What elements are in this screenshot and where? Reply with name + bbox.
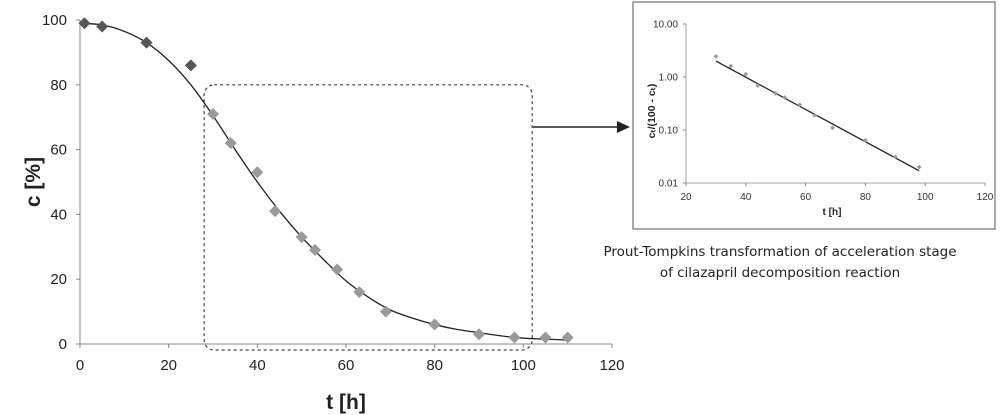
inset-x-axis-label: t [h] [823, 207, 842, 218]
inset-data-point [812, 112, 817, 118]
inset-y-tick-label: 10.00 [653, 20, 678, 31]
main-data-point [96, 20, 109, 33]
inset-y-tick-label: 1.00 [659, 73, 679, 84]
inset-y-axis-label: cₜ/(100 - cₜ) [646, 84, 658, 139]
inset-x-tick-label: 40 [740, 192, 752, 203]
main-data-point [331, 263, 344, 276]
main-y-tick-label: 0 [59, 336, 67, 353]
main-data-point [308, 244, 321, 257]
inset-y-tick-label: 0.10 [659, 126, 679, 137]
main-y-tick-label: 80 [50, 77, 67, 94]
main-y-ticks: 0 20 40 60 80 100 [42, 12, 80, 353]
main-data-point [508, 331, 521, 344]
inset-x-tick-label: 100 [917, 192, 934, 203]
main-data-point [140, 36, 153, 49]
main-y-tick-label: 20 [50, 271, 67, 288]
inset-x-tick-label: 60 [800, 192, 812, 203]
inset-y-tick-label: 0.01 [659, 179, 679, 190]
inset-data-point [713, 53, 719, 59]
main-y-tick-label: 60 [50, 142, 67, 159]
main-data-point [269, 205, 282, 218]
inset-data-point [773, 91, 779, 96]
main-data-point [353, 286, 366, 299]
main-x-tick-label: 80 [426, 357, 443, 374]
main-x-tick-label: 60 [338, 357, 355, 374]
inset-caption: Prout-Tompkins transformation of acceler… [580, 242, 980, 284]
inset-x-ticks: 20 40 60 80 100 120 [680, 183, 994, 203]
main-data-point [539, 331, 552, 344]
zoom-region-box [203, 84, 533, 351]
inset-data-point [916, 164, 922, 170]
inset-chart: 0.01 0.10 1.00 10.00 20 40 60 80 100 120 cₜ/(100… [632, 1, 996, 230]
inset-data-point [863, 137, 868, 143]
main-data-point [207, 107, 219, 120]
inset-x-tick-label: 20 [680, 192, 692, 203]
inset-y-ticks: 0.01 0.10 1.00 10.00 [653, 20, 686, 190]
main-x-tick-label: 40 [249, 357, 266, 374]
main-data-points [78, 17, 574, 344]
connector-arrow [533, 121, 630, 133]
main-chart: 0 20 40 60 80 100 0 20 40 60 80 100 120 c [%] t [h] [22, 12, 625, 414]
inset-data-point [755, 83, 761, 88]
main-data-point [295, 231, 308, 244]
main-data-point [184, 59, 197, 72]
main-x-tick-label: 0 [76, 357, 84, 374]
caption-line-1: Prout-Tompkins transformation of acceler… [603, 244, 957, 260]
main-x-tick-label: 100 [511, 357, 536, 374]
main-x-tick-label: 120 [599, 357, 624, 374]
inset-data-point [743, 71, 749, 77]
inset-data-point [782, 95, 788, 100]
inset-data-point [892, 154, 898, 160]
main-x-tick-label: 20 [160, 357, 177, 374]
main-fit-curve [79, 22, 568, 341]
main-data-point [561, 331, 574, 344]
main-data-point [428, 318, 441, 331]
inset-x-tick-label: 80 [860, 192, 872, 203]
main-x-axis-label: t [h] [326, 391, 366, 414]
main-data-point [379, 305, 392, 318]
main-data-point [78, 17, 91, 30]
inset-data-points [713, 53, 922, 170]
main-data-point [473, 328, 485, 341]
inset-data-point [797, 102, 803, 108]
main-y-tick-label: 40 [50, 206, 67, 223]
main-x-ticks: 0 20 40 60 80 100 120 [76, 344, 625, 374]
inset-data-point [830, 125, 835, 131]
inset-data-point [728, 63, 734, 69]
main-y-axis-label: c [%] [22, 157, 45, 207]
inset-x-tick-label: 120 [977, 192, 994, 203]
inset-trendline [715, 60, 920, 172]
main-data-point [224, 137, 237, 150]
main-y-tick-label: 100 [42, 12, 67, 29]
caption-line-2: of cilazapril decomposition reaction [659, 265, 901, 281]
main-data-point [251, 166, 264, 179]
